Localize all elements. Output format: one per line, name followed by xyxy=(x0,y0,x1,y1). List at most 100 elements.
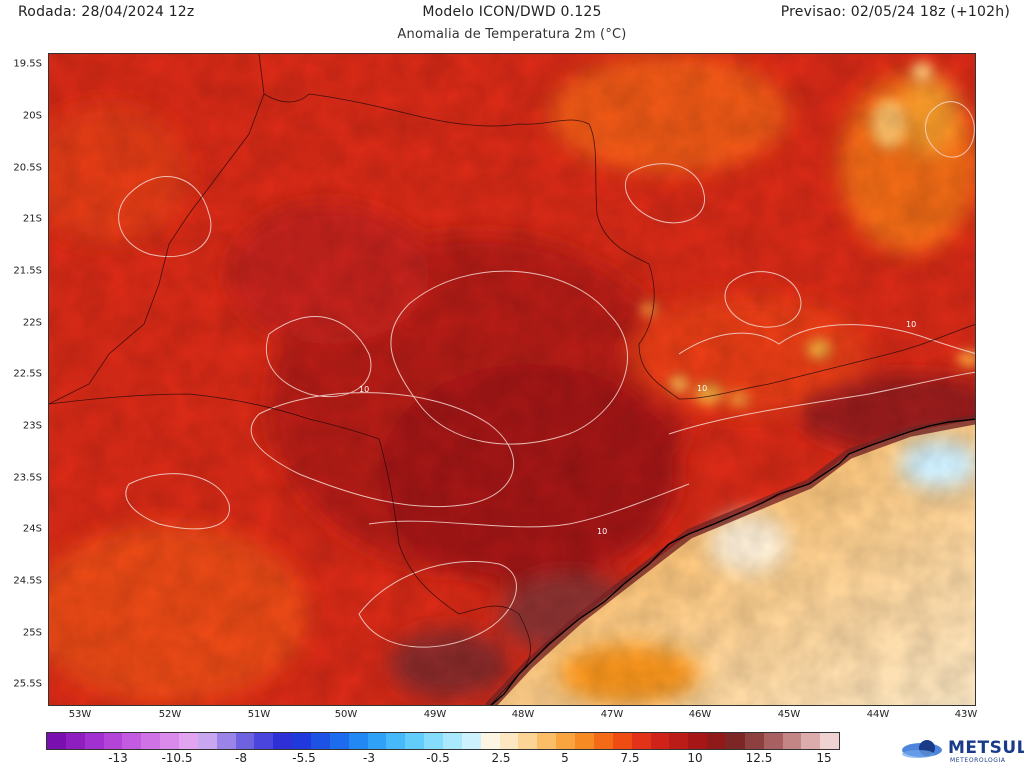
lon-tick-label: 45W xyxy=(777,709,801,720)
color-scale-swatch xyxy=(650,733,670,749)
scale-label: -0.5 xyxy=(426,751,450,765)
scale-label: 12.5 xyxy=(745,751,773,765)
lat-tick-label: 19.5S xyxy=(13,58,42,70)
lon-tick-label: 52W xyxy=(158,709,182,720)
color-scale-swatch xyxy=(122,733,142,749)
color-scale-swatch xyxy=(782,733,802,749)
scale-label: 5 xyxy=(561,751,569,765)
color-scale-swatch xyxy=(273,733,293,749)
color-scale-swatch xyxy=(537,733,557,749)
logo-swoosh-2 xyxy=(902,750,934,758)
color-scale-swatch xyxy=(160,733,180,749)
color-scale-swatch xyxy=(518,733,538,749)
contour-label: 10 xyxy=(906,320,916,329)
color-scale-swatch xyxy=(367,733,387,749)
color-scale-swatch xyxy=(329,733,349,749)
scale-label: 10 xyxy=(687,751,703,765)
lat-tick-label: 22S xyxy=(22,317,42,329)
color-scale-swatch xyxy=(179,733,198,749)
color-scale-labels: -13 -10.5 -8 -5.5 -3 -0.5 2.5 5 7.5 10 1… xyxy=(46,751,840,767)
color-scale-swatch xyxy=(593,733,613,749)
contour-label: 10 xyxy=(697,384,707,393)
color-scale-swatch xyxy=(820,733,840,749)
contour-lines xyxy=(118,101,975,648)
color-scale-swatch xyxy=(575,733,594,749)
color-scale-swatch xyxy=(612,733,632,749)
color-scale-swatch xyxy=(707,733,726,749)
lon-tick-label: 48W xyxy=(511,709,535,720)
color-scale-bar xyxy=(46,732,840,750)
logo-wordmark: METSUL xyxy=(948,738,1024,758)
color-scale-swatch xyxy=(763,733,783,749)
color-scale-swatch xyxy=(292,733,312,749)
color-scale-swatch xyxy=(386,733,406,749)
contour-label: 10 xyxy=(597,527,607,536)
color-scale-swatch xyxy=(197,733,217,749)
color-scale-swatch xyxy=(480,733,500,749)
lon-tick-label: 47W xyxy=(600,709,624,720)
lon-tick-label: 46W xyxy=(688,709,712,720)
lon-tick-label: 53W xyxy=(68,709,92,720)
lat-tick-label: 23S xyxy=(22,420,42,432)
scale-label: -5.5 xyxy=(292,751,316,765)
latitude-axis: 19.5S 20S 20.5S 21S 21.5S 22S 22.5S 23S … xyxy=(0,53,46,706)
color-scale-swatch xyxy=(103,733,123,749)
color-scale-swatch xyxy=(725,733,745,749)
color-scale-swatch xyxy=(744,733,764,749)
scale-label: 15 xyxy=(816,751,832,765)
forecast-time-label: Previsao: 02/05/24 18z (+102h) xyxy=(780,4,1010,20)
lat-tick-label: 25.5S xyxy=(13,678,42,690)
scale-label: -13 xyxy=(108,751,128,765)
lon-tick-label: 49W xyxy=(423,709,447,720)
temperature-anomaly-map: 10 10 10 10 xyxy=(48,53,976,706)
color-scale-swatch xyxy=(47,733,66,749)
contour-label: 10 xyxy=(359,385,369,394)
color-scale-swatch xyxy=(556,733,576,749)
lat-tick-label: 25S xyxy=(22,627,42,639)
lat-tick-label: 22.5S xyxy=(13,368,42,380)
color-scale-swatch xyxy=(311,733,330,749)
lat-tick-label: 21S xyxy=(22,213,42,225)
color-scale-swatch xyxy=(801,733,821,749)
color-scale-swatch xyxy=(348,733,368,749)
color-scale-swatch xyxy=(669,733,689,749)
color-scale-swatch xyxy=(235,733,255,749)
color-scale-swatch xyxy=(84,733,104,749)
color-scale-swatch xyxy=(254,733,274,749)
lat-tick-label: 23.5S xyxy=(13,472,42,484)
color-scale-swatch xyxy=(443,733,462,749)
coastline xyxy=(490,418,975,705)
scale-label: -10.5 xyxy=(161,751,193,765)
metsul-logo xyxy=(902,740,942,758)
state-borders xyxy=(49,54,975,705)
scale-label: -8 xyxy=(235,751,247,765)
lat-tick-label: 24.5S xyxy=(13,575,42,587)
model-title: Modelo ICON/DWD 0.125 xyxy=(422,4,602,20)
texture-overlay xyxy=(49,54,975,705)
longitude-axis: 53W 52W 51W 50W 49W 48W 47W 46W 45W 44W … xyxy=(48,706,978,724)
color-scale-swatch xyxy=(65,733,85,749)
scale-label: 7.5 xyxy=(620,751,640,765)
map-subtitle: Anomalia de Temperatura 2m (°C) xyxy=(397,27,627,42)
scale-label: 2.5 xyxy=(491,751,511,765)
color-scale-swatch xyxy=(688,733,708,749)
lat-tick-label: 21.5S xyxy=(13,265,42,277)
color-scale-swatch xyxy=(141,733,161,749)
color-scale-swatch xyxy=(461,733,481,749)
lon-tick-label: 51W xyxy=(247,709,271,720)
lon-tick-label: 50W xyxy=(334,709,358,720)
map-svg: 10 10 10 10 xyxy=(49,54,975,705)
color-scale-swatch xyxy=(216,733,236,749)
lat-tick-label: 20.5S xyxy=(13,162,42,174)
run-time-label: Rodada: 28/04/2024 12z xyxy=(18,4,195,20)
color-scale-swatch xyxy=(424,733,444,749)
lat-tick-label: 20S xyxy=(22,110,42,122)
logo-tagline: METEOROLOGIA xyxy=(950,757,1006,764)
color-scale-swatch xyxy=(499,733,519,749)
lon-tick-label: 44W xyxy=(866,709,890,720)
lon-tick-label: 43W xyxy=(954,709,978,720)
scale-label: -3 xyxy=(363,751,375,765)
color-scale-swatch xyxy=(631,733,651,749)
lat-tick-label: 24S xyxy=(22,523,42,535)
color-scale-swatch xyxy=(405,733,425,749)
